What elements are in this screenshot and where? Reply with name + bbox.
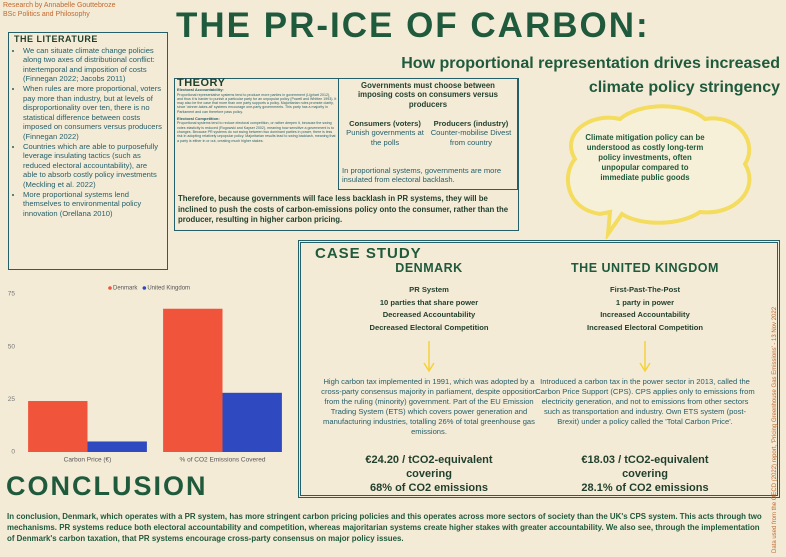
result: €24.20 / tCO2-equivalent covering 68% of… xyxy=(319,453,539,495)
theory-heading: THEORY xyxy=(177,77,226,89)
feature: 1 party in power xyxy=(615,297,675,307)
theory-box: THEORY Electoral Accountability: Proport… xyxy=(174,77,519,231)
result-line: covering xyxy=(622,468,668,480)
subtitle-line: climate policy stringency xyxy=(588,79,780,96)
producers-label: Producers (industry) xyxy=(433,118,509,128)
result: €18.03 / tCO2-equivalent covering 28.1% … xyxy=(535,453,755,495)
bar xyxy=(28,401,88,452)
country: THE UNITED KINGDOM xyxy=(571,261,719,275)
literature-item: We can situate climate change policies a… xyxy=(23,46,162,84)
producers: Producers (industry) Counter-mobilise Di… xyxy=(429,119,513,148)
feature: PR System xyxy=(409,285,449,294)
legend-swatch xyxy=(108,286,112,290)
result-line: 28.1% of CO2 emissions xyxy=(581,482,709,494)
source-note: Data used from the OECD (2022) report, '… xyxy=(772,306,778,553)
theory-conclusion: Therefore, because governments will face… xyxy=(178,194,509,224)
bubble-shape xyxy=(566,104,752,239)
x-tick-label: Carbon Price (€) xyxy=(64,457,112,464)
case-heading: CASE STUDY xyxy=(315,245,422,262)
bar xyxy=(163,308,223,452)
diagram: Governments must choose between imposing… xyxy=(338,77,518,190)
consumers: Consumers (voters) Punish governments at… xyxy=(343,119,427,148)
feature: Increased Electoral Competition xyxy=(586,322,704,332)
theory-subheading: Electoral Competition: xyxy=(177,116,220,122)
features: PR System 10 parties that share power De… xyxy=(319,284,539,334)
conclusion-text: In conclusion, Denmark, which operates w… xyxy=(7,512,762,543)
result-line: €24.20 / tCO2-equivalent xyxy=(365,454,493,466)
arrow xyxy=(639,341,651,373)
legend-label: United Kingdom xyxy=(147,286,190,292)
subtitle-line: How proportional representation drives i… xyxy=(401,55,780,72)
theory-subheading: Electoral Accountability: xyxy=(177,87,224,93)
description: High carbon tax implemented in 1991, whi… xyxy=(321,377,537,436)
country: DENMARK xyxy=(395,261,463,275)
feature: Increased Accountability xyxy=(600,310,690,319)
theory-paragraph: Proportional representative systems tend… xyxy=(177,92,337,114)
features: First-Past-The-Post 1 party in power Inc… xyxy=(535,284,755,334)
literature-item: More proportional systems lend themselve… xyxy=(23,190,162,219)
literature-item: When rules are more proportional, voters… xyxy=(23,84,162,142)
author-name: Research by Annabelle Gouttebroze xyxy=(3,2,116,9)
literature-item: Countries which are able to purposefully… xyxy=(23,142,162,190)
x-tick-label: % of CO2 Emissions Covered xyxy=(180,457,266,464)
feature: Decreased Electoral Competition xyxy=(369,322,489,332)
chart: 0 25 50 75 Denmark United Kingdom Carbon Price… xyxy=(8,286,282,464)
feature: First-Past-The-Post xyxy=(609,285,681,294)
consumers-text: Punish governments at the polls xyxy=(346,128,424,147)
description: Introduced a carbon tax in the power sec… xyxy=(535,377,755,426)
feature: Decreased Accountability xyxy=(382,310,476,319)
bubble-text: Climate mitigation policy can be underst… xyxy=(585,133,705,182)
y-tick-label: 50 xyxy=(8,343,16,350)
producers-text: Counter-mobilise Divest from country xyxy=(430,128,512,147)
author: Research by Annabelle Gouttebroze BSc Po… xyxy=(3,1,115,19)
legend-swatch xyxy=(142,286,147,290)
diagram-note: In proportional systems, governments are… xyxy=(342,165,502,185)
case-study: CASE STUDY DENMARK PR System 10 parties … xyxy=(298,240,780,498)
y-tick-label: 75 xyxy=(8,291,16,298)
legend-label: Denmark xyxy=(113,286,138,292)
case-column: DENMARK PR System 10 parties that share … xyxy=(319,261,539,494)
theory-paragraph: Proportional systems tend to reduce elec… xyxy=(177,121,336,143)
literature-list: We can situate climate change policies a… xyxy=(14,46,162,219)
course: BSc Politics and Philosophy xyxy=(3,11,90,18)
result-line: 68% of CO2 emissions xyxy=(370,482,488,494)
result-line: €18.03 / tCO2-equivalent xyxy=(581,454,709,466)
conclusion-heading: CONCLUSION xyxy=(6,471,208,501)
y-tick-label: 25 xyxy=(8,396,16,403)
feature: 10 parties that share power xyxy=(379,297,479,307)
arrow xyxy=(423,341,435,373)
case-column: THE UNITED KINGDOM First-Past-The-Post 1… xyxy=(535,261,755,494)
literature-heading: THE LITERATURE xyxy=(14,34,98,44)
consumers-label: Consumers (voters) xyxy=(349,118,421,128)
title: THE PR-ICE OF CARBON: xyxy=(176,6,650,45)
theory-text: THEORY Electoral Accountability: Proport… xyxy=(177,77,337,143)
subtitle: How proportional representation drives i… xyxy=(280,52,780,100)
bar xyxy=(87,441,147,452)
y-tick-label: 0 xyxy=(11,449,15,456)
diagram-heading: Governments must choose between imposing… xyxy=(358,80,498,109)
literature-box: THE LITERATURE We can situate climate ch… xyxy=(8,32,168,270)
result-line: covering xyxy=(406,468,452,480)
bar xyxy=(222,392,282,452)
bubble-outline xyxy=(566,104,752,239)
